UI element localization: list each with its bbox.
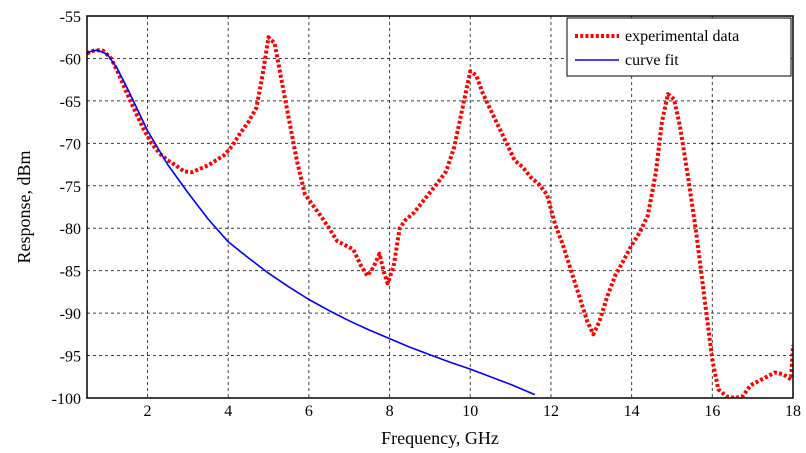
x-tick-label: 4 (224, 403, 232, 420)
y-tick-label: -85 (60, 264, 81, 281)
y-tick-label: -90 (60, 306, 81, 323)
y-axis-label: Response, dBm (14, 150, 34, 263)
grid (87, 16, 793, 398)
legend-box (566, 17, 792, 77)
tick-labels: 2 4 6 8 10 12 14 16 18 -55 -60 -65 -70 -75 -80 -85 -90 -9… (52, 9, 801, 420)
x-tick-label: 8 (386, 403, 394, 420)
legend-label-experimental: experimental data (625, 28, 739, 45)
y-tick-label: -75 (60, 179, 81, 196)
y-tick-label: -65 (60, 94, 81, 111)
y-tick-label: -80 (60, 221, 81, 238)
y-tick-label: -95 (60, 349, 81, 366)
x-tick-label: 6 (305, 403, 313, 420)
series-curve-fit (87, 49, 536, 396)
x-tick-label: 12 (543, 403, 559, 420)
x-tick-label: 2 (144, 403, 152, 420)
x-axis-label: Frequency, GHz (381, 428, 499, 448)
x-tick-label: 14 (624, 403, 640, 420)
x-tick-label: 16 (704, 403, 720, 420)
x-tick-label: 18 (785, 403, 801, 420)
series-lines (87, 35, 793, 398)
y-tick-label: -60 (60, 51, 81, 68)
series-experimental-data (87, 35, 793, 398)
legend: experimental data curve fit (566, 17, 792, 77)
y-tick-label: -100 (52, 391, 81, 408)
x-tick-label: 10 (462, 403, 478, 420)
plot-area (86, 15, 794, 399)
y-tick-label: -55 (60, 9, 81, 26)
legend-label-curve-fit: curve fit (625, 52, 679, 69)
y-tick-label: -70 (60, 136, 81, 153)
